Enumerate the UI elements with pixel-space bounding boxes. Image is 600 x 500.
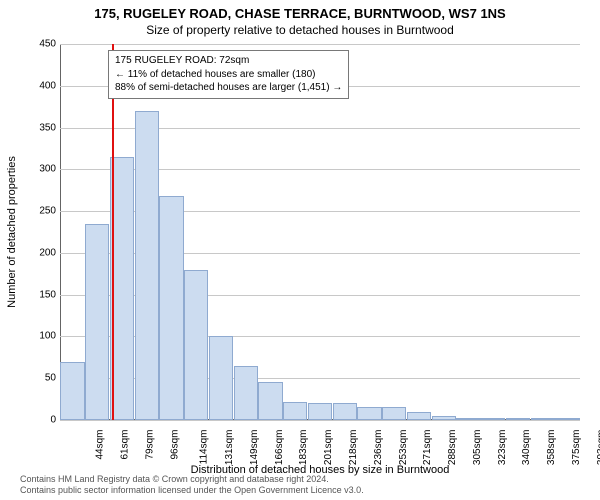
histogram-bar xyxy=(159,196,183,420)
histogram-bar xyxy=(85,224,109,420)
histogram-bar xyxy=(432,416,456,420)
y-tick-label: 350 xyxy=(39,122,56,133)
x-tick-label: 393sqm xyxy=(596,430,600,466)
histogram-bar xyxy=(531,418,555,420)
histogram-bar xyxy=(308,403,332,420)
x-tick-label: 96sqm xyxy=(169,430,180,460)
x-tick-label: 288sqm xyxy=(447,430,458,466)
x-tick-label: 183sqm xyxy=(299,430,310,466)
x-tick-label: 236sqm xyxy=(373,430,384,466)
chart-subtitle: Size of property relative to detached ho… xyxy=(0,21,600,37)
x-tick-label: 79sqm xyxy=(144,430,155,460)
footer-attribution: Contains HM Land Registry data © Crown c… xyxy=(20,474,364,497)
subject-marker-line xyxy=(112,44,114,420)
histogram-bar xyxy=(209,336,233,420)
y-tick-label: 450 xyxy=(39,39,56,50)
histogram-bar xyxy=(407,412,431,420)
y-tick-label: 0 xyxy=(50,415,56,426)
histogram-bar xyxy=(60,362,84,420)
histogram-bar xyxy=(135,111,159,420)
x-tick-label: 375sqm xyxy=(571,430,582,466)
x-tick-label: 305sqm xyxy=(472,430,483,466)
x-tick-label: 149sqm xyxy=(249,430,260,466)
histogram-bar xyxy=(234,366,258,420)
footer-line-1: Contains HM Land Registry data © Crown c… xyxy=(20,474,364,485)
histogram-bar xyxy=(283,402,307,420)
x-tick-label: 114sqm xyxy=(199,430,210,465)
y-tick-label: 400 xyxy=(39,80,56,91)
x-tick-label: 61sqm xyxy=(120,430,131,460)
gridline xyxy=(60,44,580,45)
callout-box: 175 RUGELEY ROAD: 72sqm← 11% of detached… xyxy=(108,50,349,99)
x-tick-label: 131sqm xyxy=(224,430,235,466)
histogram-bar xyxy=(333,403,357,420)
y-tick-label: 50 xyxy=(45,373,56,384)
histogram-bar xyxy=(456,418,480,421)
gridline xyxy=(60,420,580,421)
histogram-bar xyxy=(382,407,406,420)
x-tick-label: 340sqm xyxy=(521,430,532,466)
x-tick-label: 201sqm xyxy=(323,430,334,466)
x-tick-label: 358sqm xyxy=(546,430,557,466)
callout-line: 88% of semi-detached houses are larger (… xyxy=(115,81,342,95)
footer-line-2: Contains public sector information licen… xyxy=(20,485,364,496)
x-tick-label: 271sqm xyxy=(422,430,433,466)
chart-title: 175, RUGELEY ROAD, CHASE TERRACE, BURNTW… xyxy=(0,0,600,21)
x-tick-label: 253sqm xyxy=(398,430,409,466)
chart-area: 05010015020025030035040045044sqm61sqm79s… xyxy=(60,44,580,420)
histogram-bar xyxy=(258,382,282,420)
callout-line: ← 11% of detached houses are smaller (18… xyxy=(115,68,342,82)
histogram-bar xyxy=(555,418,579,420)
y-tick-label: 150 xyxy=(39,289,56,300)
histogram-bar xyxy=(481,418,505,420)
x-tick-label: 44sqm xyxy=(95,430,106,460)
histogram-bar xyxy=(357,407,381,420)
x-tick-label: 218sqm xyxy=(348,430,359,466)
histogram-bar xyxy=(506,418,530,420)
y-tick-label: 300 xyxy=(39,164,56,175)
y-tick-label: 200 xyxy=(39,247,56,258)
plot-region: 05010015020025030035040045044sqm61sqm79s… xyxy=(60,44,580,420)
y-axis-label: Number of detached properties xyxy=(6,156,18,308)
x-tick-label: 323sqm xyxy=(497,430,508,466)
x-tick-label: 166sqm xyxy=(274,430,285,466)
callout-line: 175 RUGELEY ROAD: 72sqm xyxy=(115,54,342,68)
histogram-bar xyxy=(184,270,208,420)
y-tick-label: 250 xyxy=(39,206,56,217)
y-tick-label: 100 xyxy=(39,331,56,342)
